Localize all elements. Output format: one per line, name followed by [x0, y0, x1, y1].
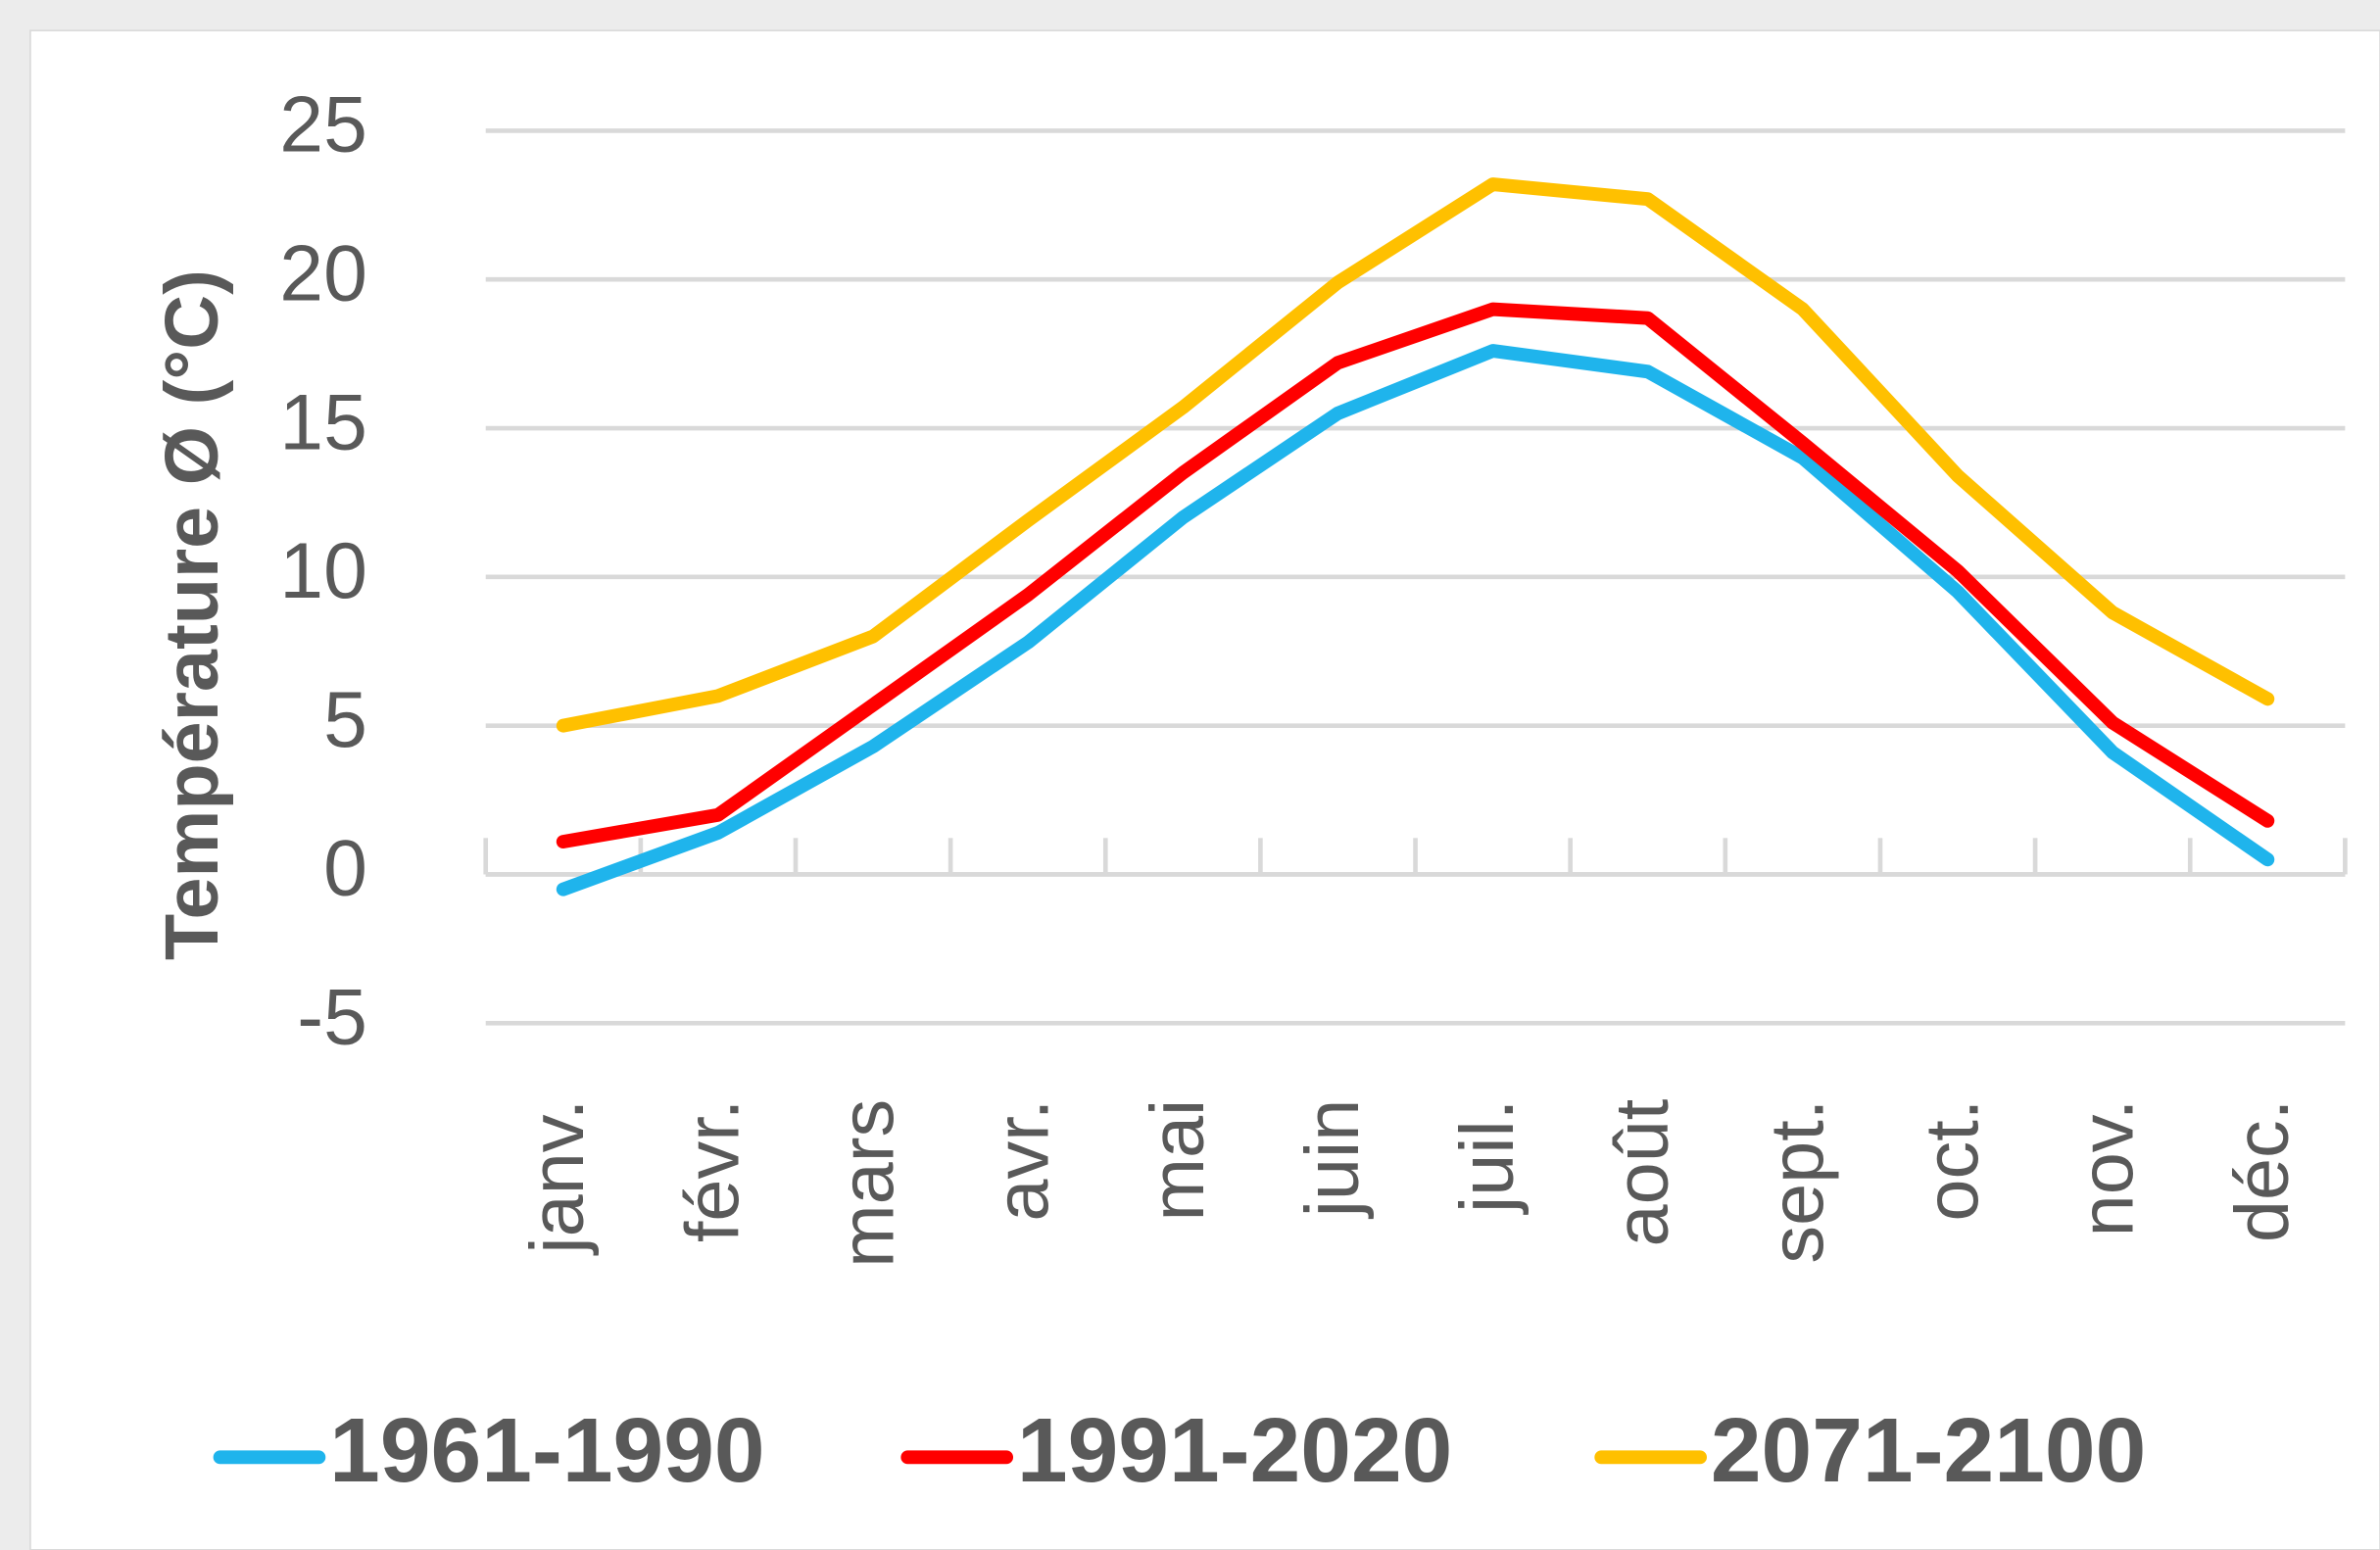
y-tick-label: 5 [323, 676, 367, 764]
x-tick-label: juil. [1445, 1099, 1530, 1215]
x-tick-label: avr. [981, 1099, 1065, 1222]
series-line [556, 344, 2275, 896]
x-tick-label: mars [826, 1099, 910, 1268]
x-tick-label: juin [1290, 1099, 1375, 1220]
series-line [556, 302, 2275, 849]
x-tick-label: sept. [1755, 1099, 1839, 1264]
x-tick-label: févr. [670, 1099, 754, 1242]
x-tick-label: août [1600, 1099, 1684, 1247]
y-tick-label: 15 [279, 378, 367, 466]
x-tick-label: janv. [515, 1099, 600, 1256]
x-tick-label: déc. [2220, 1099, 2305, 1242]
legend-label: 2071-2100 [1711, 1399, 2146, 1501]
y-tick-label: 10 [279, 527, 367, 615]
chart-area [29, 29, 2380, 1550]
y-axis-label: Température Ø (°C) [150, 269, 234, 960]
series-line [556, 177, 2275, 733]
y-tick-label: 0 [323, 825, 367, 913]
x-tick-label: nov. [2065, 1099, 2150, 1237]
legend-label: 1961-1990 [329, 1399, 764, 1501]
x-tick-label: mai [1136, 1099, 1220, 1222]
legend-label: 1991-2020 [1017, 1399, 1452, 1501]
x-tick-label: oct. [1910, 1099, 1994, 1222]
y-tick-label: 25 [279, 81, 367, 170]
y-tick-label: -5 [297, 974, 367, 1062]
y-tick-label: 20 [279, 229, 367, 317]
